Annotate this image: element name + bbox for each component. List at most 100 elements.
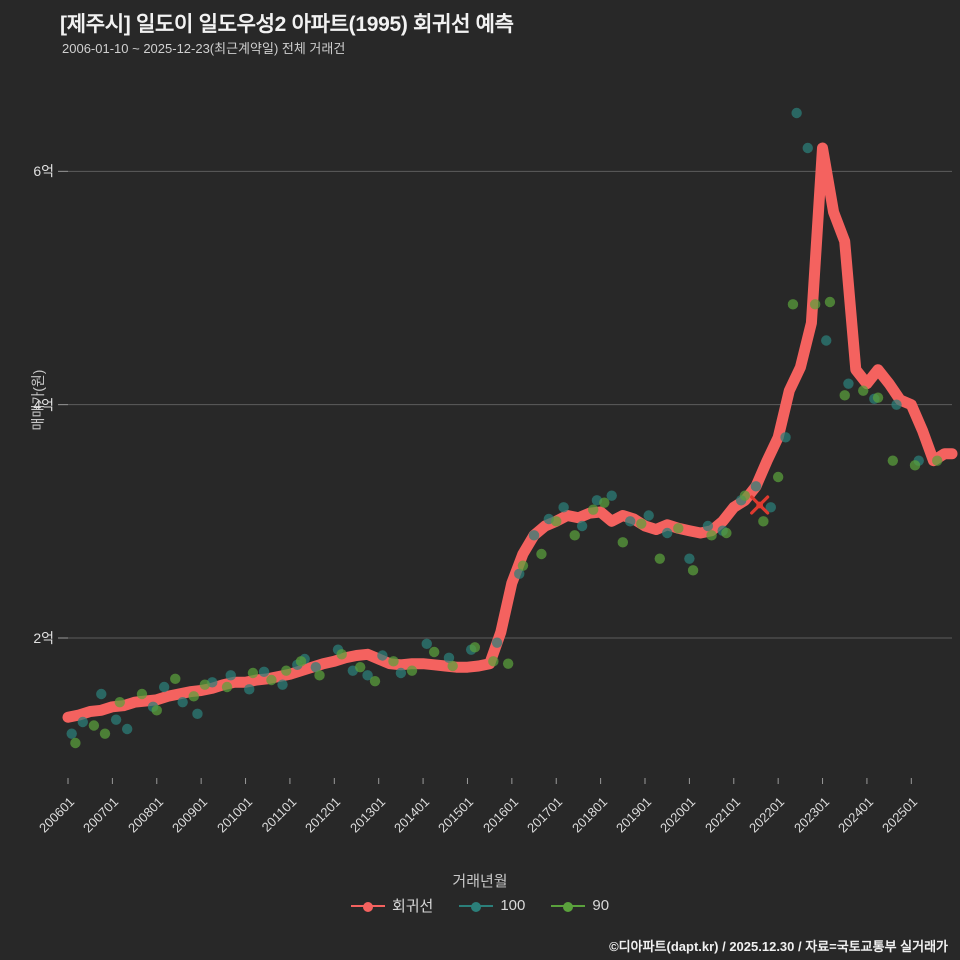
scatter-point [192, 708, 203, 720]
scatter-point [221, 681, 233, 693]
scatter-point [199, 679, 211, 690]
legend-item-회귀선[interactable]: 회귀선 [350, 895, 434, 916]
scatter-point [88, 720, 100, 731]
scatter-point [643, 510, 654, 521]
scatter-series-100 [66, 107, 924, 739]
marker-series-예측점 [750, 495, 770, 515]
scatter-point [636, 518, 647, 529]
scatter-point [569, 530, 580, 541]
scatter-point [514, 568, 525, 580]
scatter-point [606, 490, 617, 501]
scatter-point [277, 679, 288, 690]
chart-legend: 회귀선 100 90 [0, 895, 960, 916]
scatter-point [121, 723, 133, 735]
scatter-point [336, 649, 347, 660]
scatter-point [158, 681, 170, 693]
scatter-point [355, 661, 366, 673]
page-title: [제주시] 일도이 일도우성2 아파트(1995) 회귀선 예측 [60, 13, 514, 36]
scatter-point [576, 520, 588, 532]
scatter-point [839, 390, 850, 401]
scatter-point [110, 714, 122, 725]
scatter-point [791, 107, 802, 119]
scatter-point [70, 737, 81, 749]
scatter-point [750, 481, 762, 492]
scatter-point [491, 637, 503, 648]
scatter-point [765, 502, 776, 513]
scatter-point [673, 523, 684, 534]
scatter-point [661, 527, 673, 539]
scatter-point [395, 667, 407, 679]
scatter-point [377, 650, 388, 661]
scatter-point [281, 665, 292, 676]
scatter-point [702, 520, 714, 532]
scatter-point [447, 660, 458, 672]
scatter-point [787, 299, 799, 310]
scatter-point [706, 530, 717, 541]
scatter-point [406, 665, 418, 676]
scatter-point [909, 460, 921, 471]
scatter-series-90 [70, 296, 943, 749]
scatter-point [872, 392, 884, 403]
scatter-point [684, 553, 695, 564]
scatter-point [824, 296, 836, 308]
scatter-point [77, 716, 88, 728]
scatter-point [443, 652, 455, 664]
scatter-point [99, 728, 111, 739]
scatter-point [780, 432, 791, 443]
y-tick-text: 6억 [33, 163, 54, 180]
x-axis-title: 거래년월 [452, 873, 508, 890]
scatter-point [177, 696, 188, 708]
legend-dot [563, 901, 574, 912]
legend-label: 회귀선 [391, 898, 434, 915]
scatter-point [362, 670, 373, 681]
scatter-point [66, 728, 77, 739]
marker-x-center [756, 501, 764, 509]
scatter-point [887, 455, 899, 466]
scatter-point [488, 656, 499, 667]
scatter-point [536, 548, 547, 560]
scatter-point [114, 696, 125, 708]
scatter-point [136, 688, 148, 700]
scatter-point [772, 471, 784, 483]
legend-swatch-icon [459, 900, 494, 912]
scatter-point [654, 553, 665, 564]
scatter-point [809, 299, 821, 310]
legend-dot [362, 901, 373, 912]
legend-dot [471, 901, 482, 912]
scatter-point [517, 560, 529, 571]
scatter-point [858, 385, 869, 396]
scatter-point [721, 527, 732, 539]
scatter-point [551, 516, 562, 527]
scatter-point [843, 378, 854, 389]
legend-item-100[interactable]: 100 [459, 897, 525, 914]
scatter-point [687, 565, 699, 576]
scatter-point [96, 688, 107, 700]
scatter-point [170, 673, 181, 685]
legend-item-90[interactable]: 90 [551, 897, 609, 914]
footer-credit: ©디아파트(dapt.kr) / 2025.12.30 / 자료=국토교통부 실… [609, 939, 948, 954]
legend-label: 90 [592, 897, 610, 914]
scatter-point [617, 537, 629, 548]
scatter-point [388, 656, 399, 667]
scatter-point [258, 666, 270, 678]
scatter-point [247, 667, 259, 679]
scatter-point [528, 530, 540, 541]
scatter-point [369, 675, 381, 687]
scatter-point [266, 674, 277, 686]
legend-swatch-icon [350, 900, 385, 912]
scatter-point [314, 670, 325, 681]
y-tick-text: 4억 [33, 396, 54, 413]
scatter-point [588, 504, 599, 515]
scatter-point [821, 335, 832, 346]
scatter-point [188, 691, 199, 702]
scatter-point [310, 661, 322, 673]
scatter-point [244, 684, 255, 695]
legend-label: 100 [500, 897, 526, 914]
scatter-point [891, 399, 902, 410]
scatter-point [625, 516, 636, 527]
scatter-point [599, 497, 610, 508]
scatter-point [932, 455, 943, 466]
scatter-point [758, 516, 769, 527]
